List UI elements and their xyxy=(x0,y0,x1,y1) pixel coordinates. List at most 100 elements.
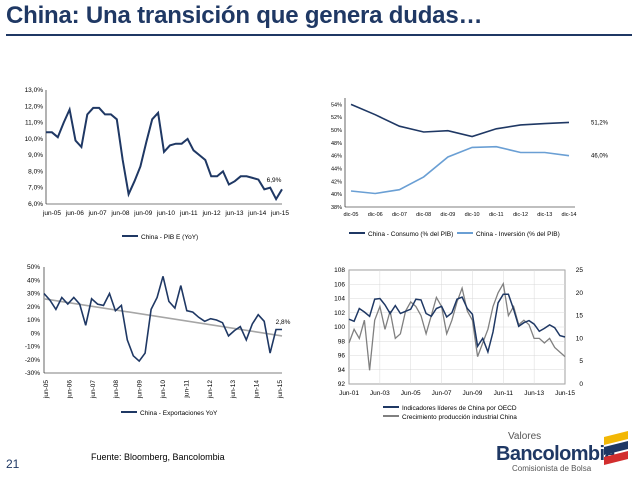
x-tick-label: Jun-03 xyxy=(370,390,390,397)
x-tick-label: jun-11 xyxy=(183,380,190,399)
x-tick-label: jun-08 xyxy=(110,210,129,217)
y-tick-label: 52% xyxy=(331,115,342,121)
y-tick-label: 40% xyxy=(331,192,342,198)
logo-mark-icon xyxy=(604,431,628,465)
x-tick-label: jun-15 xyxy=(270,210,289,217)
x-tick-label: jun-12 xyxy=(202,210,221,217)
y-left-tick-label: 106 xyxy=(334,281,345,288)
x-tick-label: jun-15 xyxy=(277,380,284,399)
y-right-tick-label: 15 xyxy=(576,313,584,320)
x-tick-label: dic-08 xyxy=(416,212,431,218)
investment-legend-label: China - Inversión (% del PIB) xyxy=(476,231,560,238)
investment-last-value-label: 46,0% xyxy=(591,154,609,160)
x-tick-label: dic-10 xyxy=(465,212,480,218)
leading-indicators-chart: 92 94 96 98 100 102 104 106 108 0 5 10 15 20 25 Jun-01 J… xyxy=(334,267,584,421)
y-tick-label: -20% xyxy=(25,357,40,364)
x-tick-label: jun-07 xyxy=(90,380,97,399)
x-tick-label: dic-13 xyxy=(537,212,552,218)
x-tick-label: dic-11 xyxy=(489,212,504,218)
x-tick-label: jun-06 xyxy=(66,380,73,399)
y-tick-label: 11,0% xyxy=(25,120,43,127)
y-tick-label: 10,0% xyxy=(25,136,44,143)
x-tick-label: jun-05 xyxy=(43,380,50,399)
y-left-tick-label: 102 xyxy=(334,310,345,317)
x-tick-label: jun-14 xyxy=(247,210,266,217)
page-number: 21 xyxy=(6,457,20,471)
y-left-tick-label: 98 xyxy=(338,338,346,345)
y-left-tick-label: 94 xyxy=(338,367,346,374)
x-tick-label: jun-12 xyxy=(207,380,214,399)
y-tick-label: 9,0% xyxy=(28,152,43,159)
exports-legend-label: China - Exportaciones YoY xyxy=(140,410,218,417)
y-tick-label: 0% xyxy=(31,330,41,337)
consumption-last-value-label: 51,2% xyxy=(591,120,609,126)
y-tick-label: 50% xyxy=(27,264,40,271)
logo-top-text: Valores xyxy=(508,431,542,442)
y-tick-label: 7,0% xyxy=(28,185,43,192)
y-right-tick-label: 10 xyxy=(576,335,584,342)
y-tick-label: 10% xyxy=(27,317,40,324)
x-tick-label: dic-06 xyxy=(368,212,383,218)
x-tick-label: jun-11 xyxy=(179,210,198,217)
x-tick-label: dic-05 xyxy=(344,212,359,218)
gdp-last-value-label: 6,9% xyxy=(267,177,282,184)
x-tick-label: jun-09 xyxy=(133,210,152,217)
y-left-tick-label: 96 xyxy=(338,353,346,360)
y-left-tick-label: 100 xyxy=(334,324,345,331)
x-tick-label: jun-08 xyxy=(113,380,120,399)
y-tick-label: 6,0% xyxy=(28,201,43,208)
x-tick-label: Jun-07 xyxy=(432,390,452,397)
y-tick-label: 38% xyxy=(331,205,342,211)
x-tick-label: Jun-05 xyxy=(401,390,421,397)
y-tick-label: 50% xyxy=(331,128,342,134)
y-tick-label: 42% xyxy=(331,179,342,185)
x-tick-label: jun-13 xyxy=(224,210,243,217)
x-tick-label: Jun-09 xyxy=(462,390,482,397)
y-tick-label: 44% xyxy=(331,167,342,173)
x-tick-label: dic-09 xyxy=(440,212,455,218)
bancolombia-logo: Valores Bancolombia Comisionista de Bols… xyxy=(494,431,634,477)
x-tick-label: Jun-13 xyxy=(524,390,544,397)
source-note: Fuente: Bloomberg, Bancolombia xyxy=(91,452,225,462)
title-underline xyxy=(6,34,632,36)
y-right-tick-label: 20 xyxy=(576,290,584,297)
y-tick-label: 8,0% xyxy=(28,168,43,175)
y-tick-label: 40% xyxy=(27,277,40,284)
x-tick-label: jun-05 xyxy=(42,210,61,217)
exports-chart: -30% -20% -10% 0% 10% 20% 30% 40% 50% jun-05 jun-0… xyxy=(25,264,291,417)
x-tick-label: jun-10 xyxy=(160,380,167,399)
y-tick-label: 20% xyxy=(27,304,40,311)
x-tick-label: Jun-01 xyxy=(339,390,359,397)
logo-sub-text: Comisionista de Bolsa xyxy=(512,464,592,473)
x-tick-label: dic-14 xyxy=(562,212,577,218)
x-tick-label: jun-06 xyxy=(65,210,84,217)
investment-series-line xyxy=(350,145,570,195)
x-tick-label: jun-13 xyxy=(230,380,237,399)
y-right-tick-label: 25 xyxy=(576,267,584,274)
industrial-production-legend-label: Crecimiento producción industrial China xyxy=(402,414,517,421)
exports-last-value-label: 2,8% xyxy=(276,319,291,326)
gdp-series-line xyxy=(46,106,283,202)
gdp-legend-label: China - PIB E (YoY) xyxy=(141,234,198,241)
x-tick-label: dic-07 xyxy=(392,212,407,218)
y-left-tick-label: 108 xyxy=(334,267,345,274)
y-left-tick-label: 104 xyxy=(334,296,345,303)
page-title: China: Una transición que genera dudas… xyxy=(6,2,483,29)
x-tick-label: jun-07 xyxy=(88,210,107,217)
y-tick-label: -30% xyxy=(25,370,40,377)
oecd-indicator-series-line xyxy=(348,293,566,355)
y-tick-label: -10% xyxy=(25,344,40,351)
consumption-legend-label: China - Consumo (% del PIB) xyxy=(368,231,453,238)
x-tick-label: Jun-15 xyxy=(555,390,575,397)
x-tick-label: jun-14 xyxy=(254,380,261,399)
y-tick-label: 12,0% xyxy=(25,103,44,110)
oecd-legend-label: Indicadores líderes de China por OECD xyxy=(402,405,517,412)
consumption-series-line xyxy=(350,103,570,138)
y-tick-label: 48% xyxy=(331,141,342,147)
industrial-production-series-line xyxy=(348,281,566,371)
y-right-tick-label: 0 xyxy=(579,381,583,388)
exports-series-line xyxy=(43,276,282,363)
logo-brand-text: Bancolombia xyxy=(496,443,616,465)
y-left-tick-label: 92 xyxy=(338,381,346,388)
y-tick-label: 30% xyxy=(27,291,40,298)
